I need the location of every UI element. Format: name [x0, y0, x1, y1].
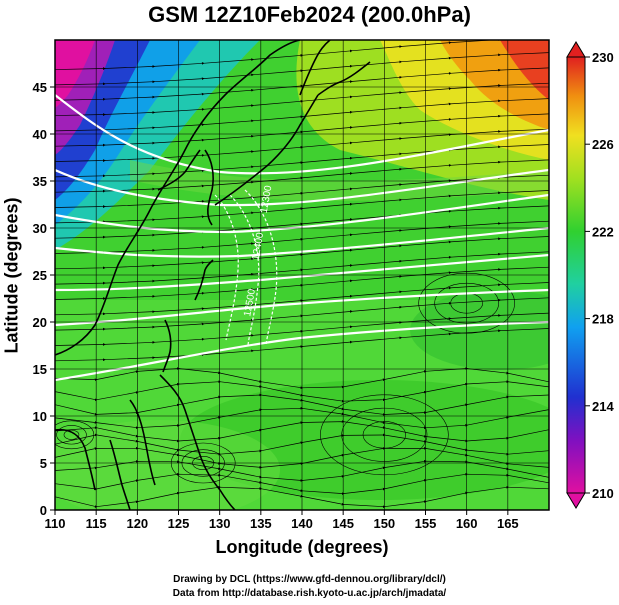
- x-tick-label: 120: [126, 516, 148, 531]
- height-contours: [214, 189, 278, 346]
- x-tick-label: 110: [45, 516, 66, 531]
- y-tick-label: 30: [33, 221, 47, 236]
- y-tick-label: 15: [33, 362, 47, 377]
- streamline-vortex: [63, 429, 80, 440]
- y-tick-label: 10: [33, 409, 47, 424]
- x-tick-label: 145: [332, 516, 354, 531]
- contour-label: 12300: [259, 184, 275, 214]
- grid: [55, 40, 549, 510]
- y-tick-label: 40: [33, 127, 47, 142]
- streamline-vortex: [56, 425, 87, 445]
- x-tick-label: 150: [373, 516, 395, 531]
- contour-label: 12400: [251, 231, 267, 261]
- x-tick-label: 140: [291, 516, 313, 531]
- credit-line-2: Data from http://database.rish.kyoto-u.a…: [172, 588, 447, 599]
- coastlines: [55, 40, 371, 510]
- y-axis-ticks: 0 5 10 15 20 25 30 35 40 45: [33, 80, 55, 518]
- y-tick-label: 45: [33, 80, 47, 95]
- x-tick-label: 160: [456, 516, 478, 531]
- chart-title: GSM 12Z10Feb2024 (200.0hPa): [148, 2, 471, 27]
- y-axis-label: Latitude (degrees): [1, 197, 22, 354]
- colorbar-tick-label: 230: [592, 50, 614, 65]
- y-tick-label: 0: [40, 503, 47, 518]
- x-tick-label: 115: [86, 516, 107, 531]
- colorbar-tick-label: 218: [592, 312, 614, 327]
- x-axis-label: Longitude (degrees): [215, 537, 389, 557]
- colorbar-tick-label: 210: [592, 486, 614, 501]
- y-tick-label: 35: [33, 174, 47, 189]
- x-tick-label: 125: [168, 516, 190, 531]
- streamline-vortex: [55, 420, 95, 450]
- y-tick-label: 5: [40, 456, 47, 471]
- y-tick-label: 25: [33, 268, 47, 283]
- x-tick-label: 130: [209, 516, 231, 531]
- jet-isotachs: [55, 94, 549, 382]
- colorbar: 210 214 218 222 226 230: [566, 41, 614, 509]
- x-tick-label: 165: [497, 516, 519, 531]
- contour-label: 12500: [242, 288, 258, 318]
- colorbar-tick-label: 226: [592, 137, 614, 152]
- x-axis-ticks: 110 115 120 125 130 135 140 145 150 155 160 165: [45, 510, 519, 531]
- credit-line-1: Drawing by DCL (https://www.gfd-dennou.o…: [173, 574, 446, 585]
- colorbar-tick-label: 222: [592, 224, 614, 239]
- x-tick-label: 155: [415, 516, 437, 531]
- y-tick-label: 20: [33, 315, 47, 330]
- colorbar-tick-label: 214: [592, 399, 614, 414]
- x-tick-label: 135: [250, 516, 272, 531]
